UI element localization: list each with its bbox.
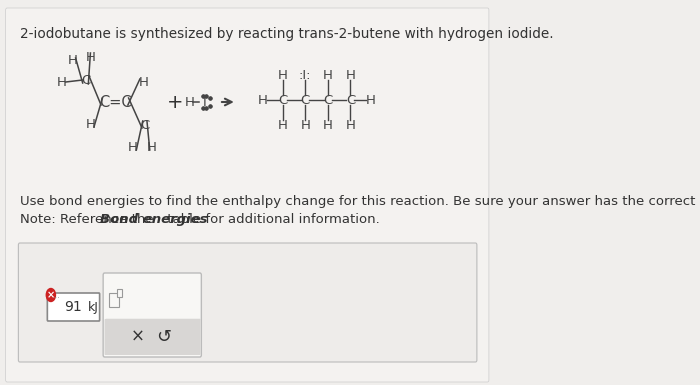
Text: H: H — [346, 69, 356, 82]
Text: 2-iodobutane is synthesized by reacting trans-2-butene with hydrogen iodide.: 2-iodobutane is synthesized by reacting … — [20, 27, 554, 41]
Text: H: H — [278, 119, 288, 132]
Text: Bond energies: Bond energies — [99, 213, 207, 226]
Text: ×: × — [47, 290, 55, 300]
Text: C: C — [300, 94, 310, 107]
Text: H: H — [128, 141, 138, 154]
Text: H: H — [300, 119, 310, 132]
Circle shape — [46, 288, 55, 301]
Text: H: H — [258, 94, 268, 107]
Text: :I:: :I: — [299, 69, 312, 82]
Text: C: C — [278, 94, 287, 107]
Text: H: H — [323, 69, 332, 82]
Text: Note: Reference the: Note: Reference the — [20, 213, 158, 226]
Text: H: H — [184, 95, 195, 109]
Text: H: H — [68, 54, 78, 67]
FancyBboxPatch shape — [117, 289, 122, 297]
Text: kJ: kJ — [88, 301, 99, 313]
Text: table for additional information.: table for additional information. — [163, 213, 380, 226]
Text: H: H — [323, 119, 332, 132]
Text: +: + — [167, 92, 183, 112]
FancyBboxPatch shape — [6, 8, 489, 382]
Text: ↺: ↺ — [156, 328, 172, 346]
Text: H: H — [147, 141, 157, 154]
Text: C: C — [140, 119, 150, 132]
Text: I: I — [203, 95, 206, 109]
FancyBboxPatch shape — [104, 319, 201, 355]
Text: ×: × — [131, 328, 145, 346]
Text: Use bond energies to find the enthalpy change for this reaction. Be sure your an: Use bond energies to find the enthalpy c… — [20, 195, 700, 208]
Text: C: C — [82, 74, 91, 87]
Text: C: C — [346, 94, 355, 107]
Text: H: H — [278, 69, 288, 82]
FancyBboxPatch shape — [103, 273, 202, 357]
FancyBboxPatch shape — [18, 243, 477, 362]
FancyBboxPatch shape — [48, 293, 99, 321]
Text: C: C — [323, 94, 332, 107]
Text: H: H — [85, 117, 95, 131]
Text: ...: ... — [52, 291, 60, 300]
Text: H: H — [85, 50, 95, 64]
Text: 91: 91 — [64, 300, 83, 314]
Text: H: H — [346, 119, 356, 132]
Text: H: H — [365, 94, 375, 107]
Text: H: H — [57, 75, 67, 89]
FancyBboxPatch shape — [108, 293, 119, 307]
Text: H: H — [139, 75, 148, 89]
Text: C=C: C=C — [99, 94, 132, 109]
